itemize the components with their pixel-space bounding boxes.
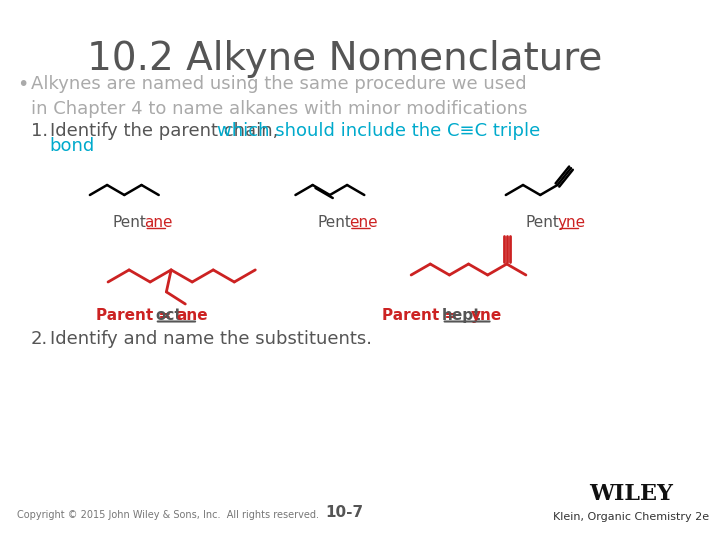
Text: ane: ane xyxy=(176,308,207,323)
Text: ene: ene xyxy=(349,215,377,230)
Text: •: • xyxy=(17,75,29,94)
Text: Parent =: Parent = xyxy=(96,308,176,323)
Text: Identify and name the substituents.: Identify and name the substituents. xyxy=(50,330,372,348)
Text: Identify the parent chain,: Identify the parent chain, xyxy=(50,122,284,140)
Text: yne: yne xyxy=(470,308,502,323)
Text: Copyright © 2015 John Wiley & Sons, Inc.  All rights reserved.: Copyright © 2015 John Wiley & Sons, Inc.… xyxy=(17,510,319,520)
Text: Klein, Organic Chemistry 2e: Klein, Organic Chemistry 2e xyxy=(553,512,709,522)
Text: 2.: 2. xyxy=(30,330,48,348)
Text: 10.2 Alkyne Nomenclature: 10.2 Alkyne Nomenclature xyxy=(86,40,602,78)
Text: oct: oct xyxy=(155,308,181,323)
Text: which should include the C≡C triple: which should include the C≡C triple xyxy=(217,122,540,140)
Text: Pent: Pent xyxy=(113,215,147,230)
Text: yne: yne xyxy=(557,215,585,230)
Text: Pent: Pent xyxy=(318,215,351,230)
Text: WILEY: WILEY xyxy=(589,483,673,505)
Text: hept: hept xyxy=(442,308,481,323)
Text: Pent: Pent xyxy=(526,215,559,230)
Text: 10-7: 10-7 xyxy=(325,505,364,520)
Text: ane: ane xyxy=(145,215,173,230)
Text: 1.: 1. xyxy=(30,122,48,140)
Text: bond: bond xyxy=(50,137,95,155)
Text: Parent =: Parent = xyxy=(382,308,463,323)
Text: Alkynes are named using the same procedure we used
in Chapter 4 to name alkanes : Alkynes are named using the same procedu… xyxy=(30,75,527,118)
